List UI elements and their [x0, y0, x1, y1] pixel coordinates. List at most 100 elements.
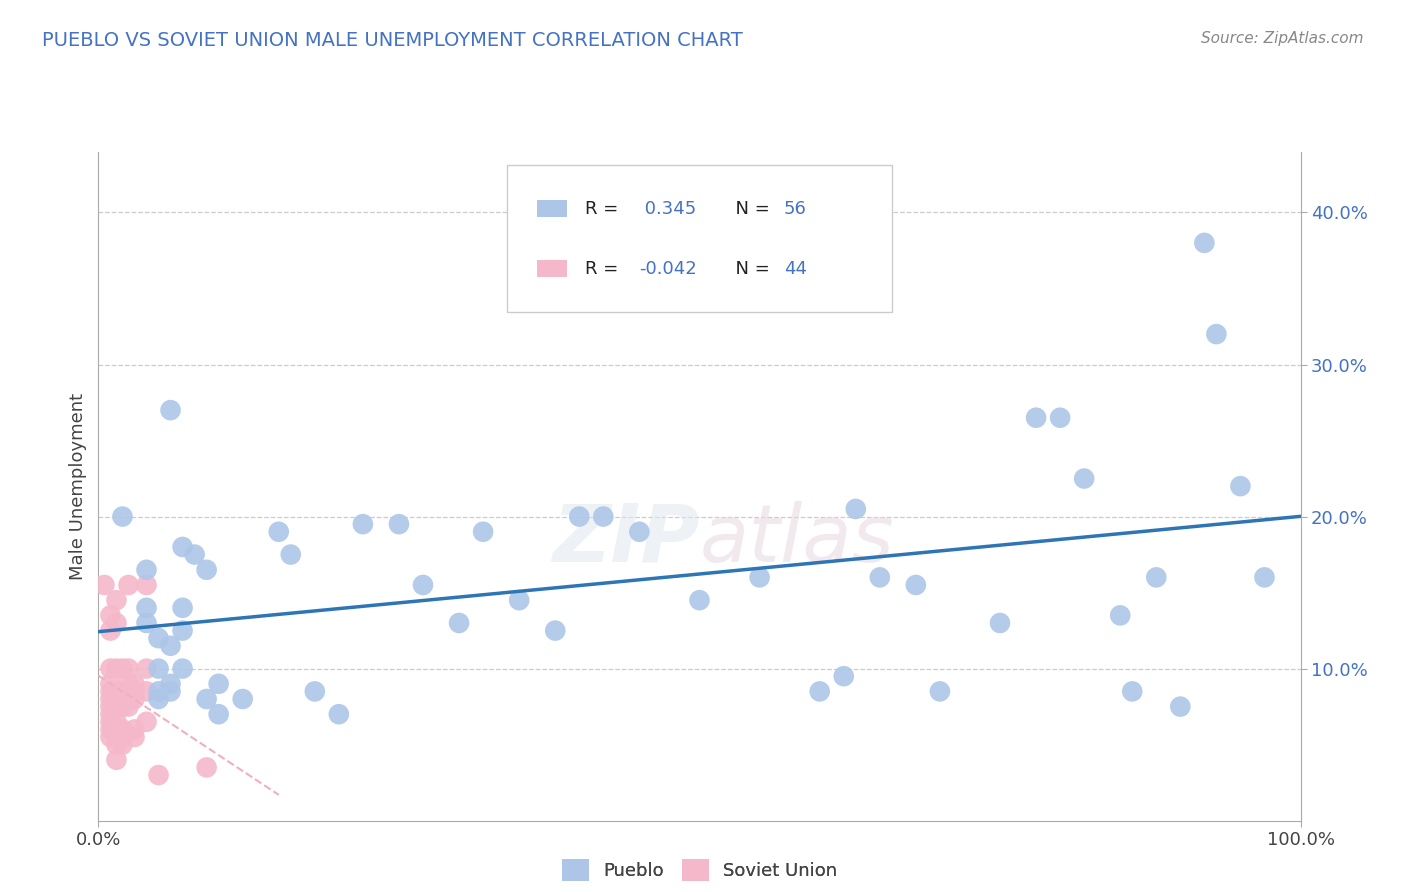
Point — [592, 509, 614, 524]
Point — [1194, 235, 1216, 250]
Point — [148, 662, 170, 676]
Point — [135, 578, 157, 592]
Text: Source: ZipAtlas.com: Source: ZipAtlas.com — [1201, 31, 1364, 46]
Point — [100, 707, 122, 722]
Point — [928, 684, 950, 698]
Point — [105, 662, 128, 676]
Point — [124, 730, 146, 744]
Point — [105, 684, 128, 698]
Point — [508, 593, 530, 607]
Point — [412, 578, 434, 592]
Point — [748, 570, 770, 584]
FancyBboxPatch shape — [537, 260, 567, 277]
Point — [148, 768, 170, 782]
Point — [135, 563, 157, 577]
Point — [159, 677, 181, 691]
FancyBboxPatch shape — [537, 200, 567, 217]
Point — [172, 540, 194, 554]
Point — [472, 524, 495, 539]
Text: -0.042: -0.042 — [640, 260, 697, 277]
Point — [208, 707, 231, 722]
Point — [100, 699, 122, 714]
Point — [100, 677, 122, 691]
Point — [1229, 479, 1251, 493]
Point — [869, 570, 891, 584]
Point — [117, 662, 139, 676]
Point — [172, 662, 194, 676]
Point — [105, 753, 128, 767]
Point — [111, 662, 134, 676]
Point — [304, 684, 326, 698]
Point — [100, 684, 122, 698]
Point — [148, 631, 170, 645]
Point — [845, 502, 868, 516]
Point — [111, 723, 134, 737]
Point — [135, 615, 157, 630]
Point — [117, 684, 139, 698]
Point — [904, 578, 927, 592]
Point — [124, 677, 146, 691]
Point — [111, 699, 134, 714]
Point — [1025, 410, 1047, 425]
Text: 0.345: 0.345 — [640, 200, 696, 218]
Point — [111, 684, 134, 698]
Y-axis label: Male Unemployment: Male Unemployment — [69, 392, 87, 580]
Point — [124, 684, 146, 698]
Point — [100, 730, 122, 744]
Point — [328, 707, 350, 722]
Point — [117, 692, 139, 706]
Point — [111, 730, 134, 744]
Point — [105, 615, 128, 630]
Point — [1205, 327, 1227, 342]
Point — [628, 524, 651, 539]
Point — [159, 639, 181, 653]
Point — [195, 760, 218, 774]
Point — [1109, 608, 1132, 623]
Point — [808, 684, 831, 698]
Point — [267, 524, 290, 539]
Point — [148, 684, 170, 698]
Text: atlas: atlas — [699, 500, 894, 579]
FancyBboxPatch shape — [508, 165, 891, 312]
Point — [1049, 410, 1071, 425]
Point — [195, 692, 218, 706]
Point — [159, 684, 181, 698]
Point — [105, 730, 128, 744]
Point — [148, 692, 170, 706]
Point — [124, 723, 146, 737]
Point — [93, 578, 115, 592]
Point — [544, 624, 567, 638]
Point — [100, 692, 122, 706]
Text: R =: R = — [585, 260, 624, 277]
Point — [280, 548, 302, 562]
Text: 44: 44 — [783, 260, 807, 277]
Point — [117, 699, 139, 714]
Point — [100, 714, 122, 729]
Text: 56: 56 — [783, 200, 807, 218]
Point — [135, 714, 157, 729]
Point — [1144, 570, 1167, 584]
Point — [124, 692, 146, 706]
Point — [105, 738, 128, 752]
Point — [105, 714, 128, 729]
Point — [988, 615, 1011, 630]
Point — [159, 403, 181, 417]
Point — [1253, 570, 1275, 584]
Point — [135, 662, 157, 676]
Point — [172, 624, 194, 638]
Point — [1121, 684, 1143, 698]
Point — [100, 608, 122, 623]
Text: R =: R = — [585, 200, 624, 218]
Point — [100, 624, 122, 638]
Point — [135, 684, 157, 698]
Point — [352, 517, 374, 532]
Point — [100, 723, 122, 737]
Point — [172, 600, 194, 615]
Point — [447, 615, 470, 630]
Point — [117, 578, 139, 592]
Point — [388, 517, 411, 532]
Point — [208, 677, 231, 691]
Point — [105, 593, 128, 607]
Text: ZIP: ZIP — [553, 500, 699, 579]
Point — [688, 593, 710, 607]
